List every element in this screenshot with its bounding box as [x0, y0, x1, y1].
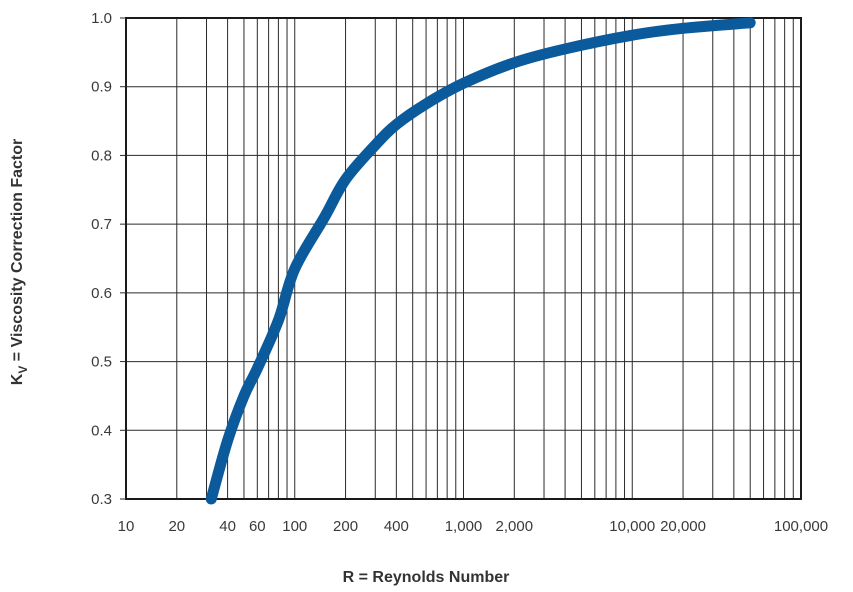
x-tick-label: 1,000	[445, 518, 483, 535]
x-tick-labels: 10 20 40 60 100 200 400 1,000 2,000 10,000 20,000 1…	[118, 518, 828, 535]
x-tick-label: 200	[333, 518, 358, 535]
x-tick-label: 20,000	[660, 518, 706, 535]
y-tick-labels: 0.3 0.4 0.5 0.6 0.7 0.8 0.9 1.0	[91, 10, 126, 508]
x-tick-label: 10	[118, 518, 135, 535]
y-axis-title: KV = Viscosity Correction Factor	[9, 139, 30, 385]
plot-frame	[125, 17, 802, 500]
y-tick-label: 0.6	[91, 285, 112, 302]
y-axis-title-rest: = Viscosity Correction Factor	[9, 139, 26, 366]
x-tick-label: 60	[249, 518, 266, 535]
x-tick-label: 100,000	[774, 518, 828, 535]
x-tick-label: 10,000	[609, 518, 655, 535]
y-tick-label: 0.7	[91, 216, 112, 233]
x-tick-label: 100	[282, 518, 307, 535]
y-tick-label: 0.5	[91, 354, 112, 371]
y-tick-label: 0.3	[91, 491, 112, 508]
x-tick-label: 400	[384, 518, 409, 535]
y-tick-label: 0.4	[91, 422, 112, 439]
y-axis-title-base: K	[9, 373, 26, 385]
y-tick-label: 0.9	[91, 79, 112, 96]
y-axis-title-subscript: V	[16, 366, 30, 374]
y-tick-label: 0.8	[91, 147, 112, 164]
x-axis-title: R = Reynolds Number	[343, 569, 510, 586]
grid	[126, 18, 801, 499]
x-tick-label: 2,000	[496, 518, 534, 535]
x-tick-label: 20	[168, 518, 185, 535]
y-tick-label: 1.0	[91, 10, 112, 27]
data-series-line	[205, 17, 756, 505]
x-tick-label: 40	[219, 518, 236, 535]
